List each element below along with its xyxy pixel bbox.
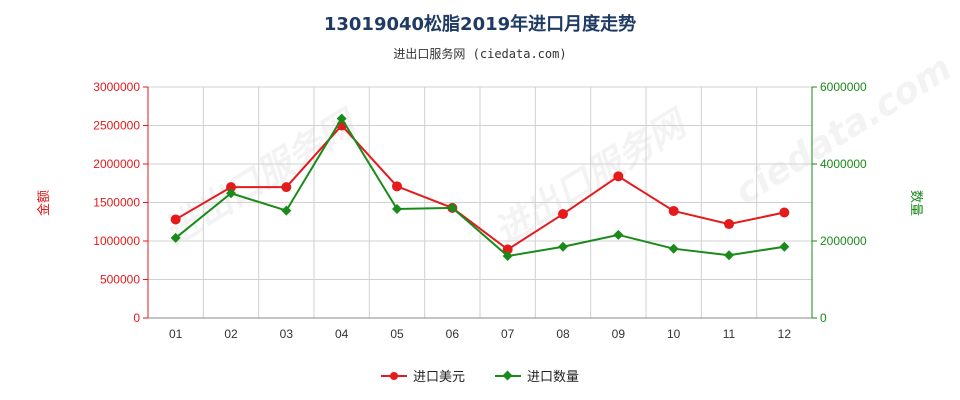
data-point-quantity [613,229,624,240]
chart-title: 13019040松脂2019年进口月度走势 [323,14,637,35]
y-tick-label-right: 4000000 [820,157,867,171]
x-tick-label: 07 [501,327,515,341]
data-point-value [502,244,513,255]
legend-swatch-red [380,370,407,382]
y-tick-label-left: 1500000 [93,196,140,210]
y-tick-label-right: 6000000 [820,80,867,94]
legend-item-quantity[interactable]: 进口数量 [495,366,579,385]
y-tick-label-right: 2000000 [820,234,867,248]
y-tick-label-right: 0 [820,311,827,325]
data-point-quantity [447,202,458,213]
data-point-quantity [502,251,513,262]
x-tick-label: 05 [390,327,404,341]
data-point-quantity [558,241,568,252]
y-tick-label-left: 2500000 [93,119,140,133]
legend-label-value: 进口美元 [412,370,465,385]
data-point-value [779,207,790,218]
data-point-value [281,182,292,193]
y-tick-label-left: 500000 [100,273,140,287]
y-tick-label-left: 1000000 [93,234,140,248]
x-tick-label: 12 [778,327,792,341]
legend-item-value[interactable]: 进口美元 [380,366,465,385]
data-point-quantity [170,232,181,243]
data-point-quantity [226,188,236,199]
x-tick-label: 03 [280,327,294,341]
y-tick-label-left: 2000000 [93,157,140,171]
legend-label-quantity: 进口数量 [527,370,580,385]
data-point-value [170,214,181,225]
data-point-value [558,209,568,220]
data-point-value [226,182,236,193]
data-point-quantity [336,113,347,124]
y-tick-label-left: 0 [133,311,140,325]
data-point-quantity [281,205,292,216]
x-tick-label: 09 [612,327,626,341]
y-axis-title-right: 数量 [908,190,923,216]
x-tick-label: 10 [667,327,681,341]
x-tick-label: 02 [224,327,238,341]
x-tick-label: 04 [335,327,349,341]
data-point-quantity [779,241,790,252]
x-tick-label: 11 [723,327,736,341]
data-point-quantity [668,243,679,254]
series-line-quantity [175,116,785,258]
data-point-value [392,181,402,192]
y-axis-title-left: 金额 [36,190,52,216]
x-tick-label: 06 [446,327,460,341]
x-tick-label: 08 [556,327,570,341]
data-point-value [724,219,734,230]
legend-swatch-green [495,370,521,382]
data-point-value [613,171,624,182]
data-point-value [668,205,679,216]
chart-subtitle: 进出口服务网 (ciedata.com) [393,47,567,61]
y-tick-label-left: 3000000 [93,80,140,94]
data-point-quantity [392,204,402,215]
legend: 进口美元 进口数量 [0,366,960,385]
series-line-value [175,124,785,251]
data-point-quantity [724,250,734,261]
x-tick-label: 01 [169,327,183,341]
